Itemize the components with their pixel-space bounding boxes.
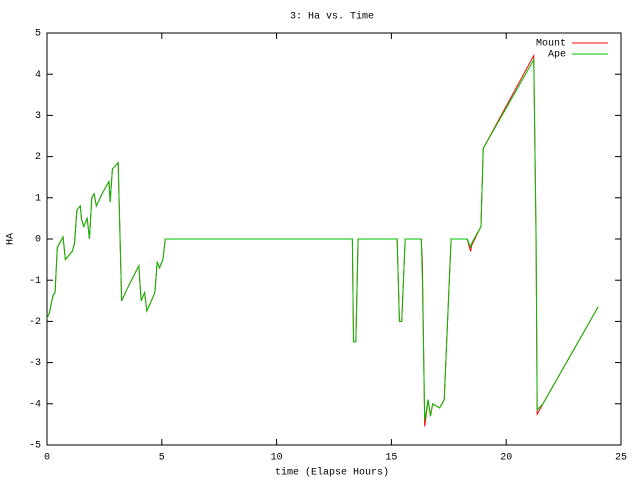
y-tick-label: 5 (35, 29, 41, 40)
y-tick-label: 4 (35, 70, 41, 81)
legend-label: Mount (536, 39, 566, 50)
y-tick-label: 1 (35, 193, 41, 204)
y-tick-label: 2 (35, 152, 41, 163)
y-tick-label: -5 (29, 441, 41, 452)
x-axis-label: time (Elapse Hours) (275, 467, 389, 479)
y-tick-label: 0 (35, 235, 41, 246)
x-tick-label: 0 (44, 453, 50, 464)
chart-title: 3: Ha vs. Time (290, 11, 374, 23)
series-line (46, 57, 599, 421)
legend-label: Ape (548, 50, 566, 61)
y-axis-label: HA (6, 233, 17, 245)
y-tick-label: 3 (35, 111, 41, 122)
y-tick-label: -4 (29, 399, 41, 410)
x-tick-label: 25 (615, 453, 627, 464)
y-tick-label: -2 (29, 317, 41, 328)
x-tick-label: 20 (500, 453, 512, 464)
x-tick-label: 5 (159, 453, 165, 464)
x-tick-label: 10 (271, 453, 283, 464)
x-tick-label: 15 (385, 453, 397, 464)
y-tick-label: -1 (29, 276, 41, 287)
y-tick-label: -3 (29, 358, 41, 369)
